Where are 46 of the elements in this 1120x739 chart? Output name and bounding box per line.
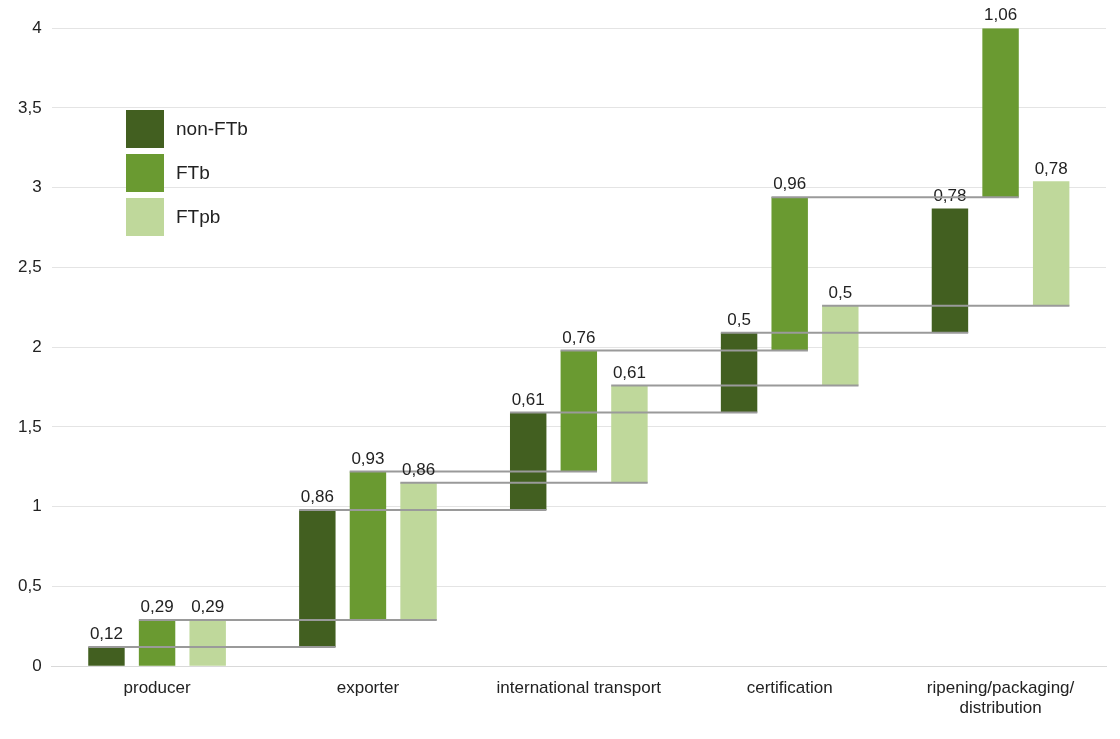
bar [349, 471, 387, 620]
data-label: 0,86 [300, 487, 334, 507]
data-label: 0,61 [511, 389, 545, 409]
data-label: 0,96 [773, 174, 807, 194]
bar [509, 412, 547, 510]
bar [299, 509, 336, 648]
y-tick-label: 0,5 [17, 576, 42, 596]
data-label: 0,5 [828, 282, 853, 302]
y-tick-label: 1 [32, 496, 42, 516]
bar [1032, 181, 1070, 306]
bar [982, 28, 1019, 198]
bar [560, 350, 598, 472]
bar [189, 619, 226, 666]
legend-label: FTb [176, 162, 210, 184]
y-tick-label: 1,5 [17, 416, 42, 436]
x-tick-label: ripening/packaging/ distribution [926, 678, 1075, 718]
y-tick-label: 3,5 [17, 97, 42, 117]
y-tick-label: 3 [32, 177, 42, 197]
bar [138, 619, 176, 666]
y-tick-label: 0 [32, 655, 42, 675]
bar [88, 647, 125, 666]
y-tick-label: 2 [32, 336, 42, 356]
legend-label: non-FTb [176, 118, 248, 140]
y-tick-label: 4 [32, 17, 42, 37]
data-label: 0,93 [351, 448, 385, 468]
data-label: 0,61 [612, 362, 646, 382]
y-tick-label: 2,5 [17, 257, 42, 277]
data-label: 0,29 [140, 597, 174, 617]
bar [720, 332, 758, 413]
data-label: 0,12 [89, 624, 124, 644]
x-tick-label: international transport [496, 678, 662, 698]
x-tick-label: certification [746, 678, 833, 698]
data-label: 0,29 [191, 597, 225, 617]
bar [611, 385, 648, 483]
data-label: 0,5 [727, 310, 751, 330]
x-tick-label: producer [123, 678, 191, 698]
data-label: 0,78 [1034, 158, 1068, 178]
data-label: 0,76 [562, 327, 596, 347]
x-tick-label: exporter [336, 678, 400, 698]
data-label: 1,06 [984, 5, 1018, 25]
bar [931, 208, 969, 333]
bar [400, 482, 437, 620]
bar [822, 305, 859, 386]
data-label: 0,86 [402, 459, 436, 479]
legend-label: FTpb [176, 206, 221, 228]
bar [771, 197, 808, 351]
